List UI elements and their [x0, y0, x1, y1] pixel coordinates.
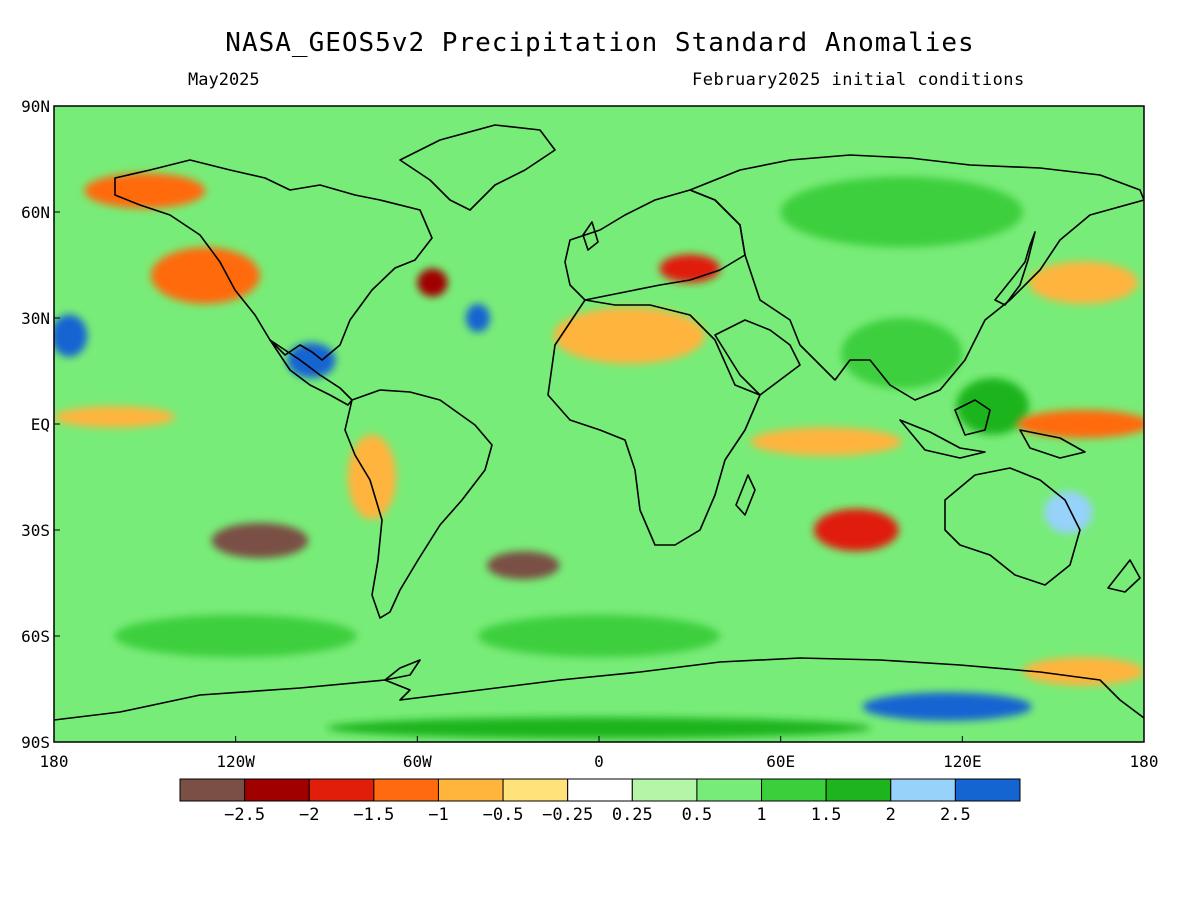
colorbar-swatch: [373, 778, 439, 802]
colorbar-label: −2: [299, 805, 319, 825]
colorbar-label: 1.5: [811, 805, 842, 825]
colorbar-swatch: [631, 778, 698, 802]
dry-anomaly-area-4: [150, 247, 260, 304]
colorbar-swatch: [502, 778, 569, 802]
wet-anomaly-area-1: [54, 314, 88, 357]
colorbar-swatch: [761, 778, 827, 802]
coastlines: [54, 124, 1144, 721]
lat-tick-label: 90N: [21, 97, 50, 116]
coastline-antarctic-peninsula: [384, 659, 421, 681]
coastline-indonesia: [899, 419, 986, 459]
lon-tick-label: 180: [1130, 752, 1159, 771]
colorbar: −2.5 −2 −1.5 −1 −0.5 −0.25 0.25 0.5 1 1.5 2 2.5: [179, 778, 1021, 825]
dry-anomaly-area-6: [1016, 409, 1144, 439]
longitude-axis: 180 120W 60W 0 60E 120E 180: [40, 736, 1159, 771]
coastline-central-america: [269, 339, 353, 406]
wet-anomaly-area-7: [432, 406, 524, 513]
dry-anomaly-area-9: [813, 508, 899, 552]
coastline-new-guinea: [1019, 429, 1086, 459]
coastline-madagascar: [735, 474, 756, 516]
dry-anomaly-area-1: [486, 551, 560, 580]
dry-anomaly-area-8: [750, 427, 902, 456]
coastline-new-zealand: [1107, 559, 1141, 593]
wet-anomaly-area-12: [326, 717, 872, 739]
colorbar-swatch: [954, 778, 1021, 802]
colorbar-swatch: [567, 778, 633, 802]
colorbar-swatch: [308, 778, 375, 802]
coastline-uk: [582, 221, 599, 251]
lon-tick-label: 120W: [216, 752, 255, 771]
coastline-antarctica: [54, 657, 1144, 721]
coastline-arabia: [714, 319, 801, 396]
lat-tick-label: 60N: [21, 203, 50, 222]
lat-tick-label: 30N: [21, 309, 50, 328]
lat-tick-label: 60S: [21, 627, 50, 646]
coastline-greenland: [399, 124, 556, 211]
wet-anomaly-area-3: [1044, 491, 1093, 534]
lat-tick-label: EQ: [31, 415, 50, 434]
colorbar-label: −1: [428, 805, 448, 825]
colorbar-swatch: [825, 778, 892, 802]
colorbar-label: 1: [756, 805, 766, 825]
dry-anomaly-area-10: [347, 434, 397, 520]
lon-tick-label: 60E: [766, 752, 795, 771]
wet-anomaly-area-9: [477, 614, 721, 658]
map-title: NASA_GEOS5v2 Precipitation Standard Anom…: [225, 28, 975, 58]
anomaly-field: [54, 106, 1144, 742]
colorbar-swatch: [437, 778, 504, 802]
forecast-month: May2025: [188, 70, 260, 90]
dry-anomaly-area-2: [417, 268, 448, 297]
colorbar-label: −0.5: [483, 805, 524, 825]
colorbar-label: 2.5: [940, 805, 971, 825]
coastline-australia: [944, 467, 1081, 586]
dry-anomaly-area-7: [54, 406, 176, 428]
coastline-asia: [689, 154, 1144, 401]
coastline-japan: [994, 231, 1036, 306]
colorbar-swatch: [696, 778, 763, 802]
dry-anomaly-area-5: [84, 173, 206, 209]
lon-tick-label: 60W: [403, 752, 432, 771]
wet-anomaly-area-11: [220, 183, 372, 241]
colorbar-label: 0.25: [612, 805, 653, 825]
lon-tick-label: 180: [40, 752, 69, 771]
wet-anomaly-layer: [54, 176, 1093, 739]
lat-tick-label: 90S: [21, 733, 50, 752]
lon-tick-label: 0: [594, 752, 604, 771]
colorbar-swatch: [890, 778, 956, 802]
dry-anomaly-layer: [54, 173, 1144, 686]
colorbar-label: 0.5: [682, 805, 713, 825]
colorbar-label: −1.5: [353, 805, 394, 825]
dry-anomaly-area-13: [1022, 657, 1144, 686]
dry-anomaly-area-0: [211, 522, 309, 559]
colorbar-swatch: [244, 778, 310, 802]
colorbar-label: 2: [886, 805, 896, 825]
wet-anomaly-area-8: [605, 371, 715, 442]
initial-conditions: February2025 initial conditions: [692, 70, 1025, 90]
coastline-europe: [564, 189, 746, 301]
colorbar-swatch: [179, 778, 246, 802]
colorbar-label: −2.5: [224, 805, 265, 825]
coastline-borneo: [954, 399, 991, 436]
wet-anomaly-area-0: [287, 342, 336, 379]
lon-tick-label: 120E: [943, 752, 982, 771]
wet-anomaly-area-2: [862, 692, 1032, 721]
dry-anomaly-area-11: [553, 307, 705, 364]
coastline-south-america: [344, 389, 493, 619]
wet-anomaly-area-6: [780, 176, 1023, 248]
latitude-axis: 90N 60N 30N EQ 30S 60S 90S: [21, 97, 60, 752]
dry-anomaly-area-3: [659, 254, 721, 283]
coastline-africa: [547, 299, 761, 546]
wet-anomaly-area-13: [956, 378, 1029, 435]
wet-anomaly-area-4: [465, 303, 490, 333]
coastline-north-america: [114, 159, 433, 361]
dry-anomaly-area-12: [1028, 261, 1138, 304]
colorbar-label: −0.25: [542, 805, 593, 825]
lat-tick-label: 30S: [21, 521, 50, 540]
wet-anomaly-area-5: [841, 318, 963, 389]
wet-anomaly-area-10: [114, 614, 357, 658]
